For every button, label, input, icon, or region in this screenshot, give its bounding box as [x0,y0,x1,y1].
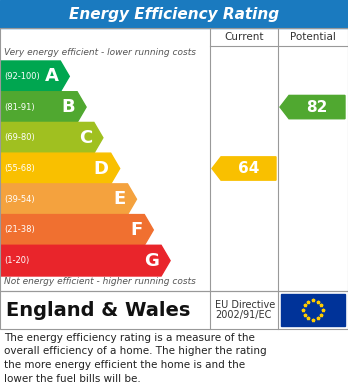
Text: (55-68): (55-68) [4,164,35,173]
Polygon shape [0,245,170,276]
Text: Very energy efficient - lower running costs: Very energy efficient - lower running co… [4,48,196,57]
Polygon shape [0,122,103,153]
Bar [0,291,348,329]
Text: (21-38): (21-38) [4,226,35,235]
Polygon shape [0,215,153,245]
Text: the more energy efficient the home is and the: the more energy efficient the home is an… [4,360,245,370]
Text: The energy efficiency rating is a measure of the: The energy efficiency rating is a measur… [4,333,255,343]
Text: 2002/91/EC: 2002/91/EC [215,310,271,320]
Polygon shape [0,92,86,122]
Text: Not energy efficient - higher running costs: Not energy efficient - higher running co… [4,277,196,286]
Polygon shape [280,95,345,119]
Text: 82: 82 [306,100,328,115]
Text: Energy Efficiency Rating: Energy Efficiency Rating [69,7,279,22]
Text: D: D [94,160,109,178]
Text: E: E [113,190,126,208]
Text: G: G [144,252,159,270]
Text: Current: Current [224,32,264,42]
Text: (1-20): (1-20) [4,256,29,265]
Text: overall efficiency of a home. The higher the rating: overall efficiency of a home. The higher… [4,346,267,357]
Text: A: A [45,67,58,85]
Text: B: B [62,98,75,116]
Polygon shape [0,153,120,184]
Bar [0,28,348,291]
Text: lower the fuel bills will be.: lower the fuel bills will be. [4,373,141,384]
Polygon shape [212,157,276,180]
Text: F: F [130,221,142,239]
Text: (39-54): (39-54) [4,195,34,204]
Text: (69-80): (69-80) [4,133,35,142]
Bar [281,294,345,326]
Text: 64: 64 [238,161,259,176]
Text: EU Directive: EU Directive [215,300,275,310]
Text: (92-100): (92-100) [4,72,40,81]
Polygon shape [0,61,69,92]
Polygon shape [0,184,136,215]
Bar [0,0,348,28]
Text: Potential: Potential [290,32,336,42]
Text: England & Wales: England & Wales [6,301,190,319]
Text: C: C [79,129,92,147]
Text: (81-91): (81-91) [4,102,34,111]
